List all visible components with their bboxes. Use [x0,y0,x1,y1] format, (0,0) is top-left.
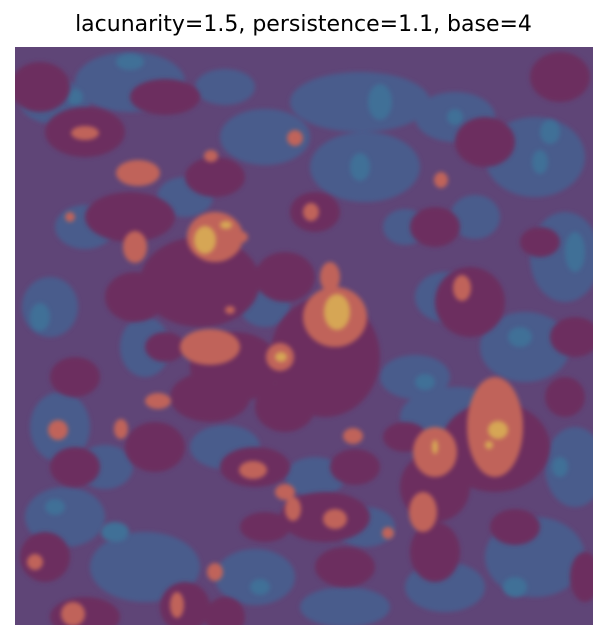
plot-title: lacunarity=1.5, persistence=1.1, base=4 [75,12,532,37]
maroon-regions [15,52,593,625]
deep-blue-spots [30,54,585,597]
noise-contour-plot [15,47,593,625]
noise-contour-image [15,47,593,625]
yellow-peaks [194,221,508,454]
